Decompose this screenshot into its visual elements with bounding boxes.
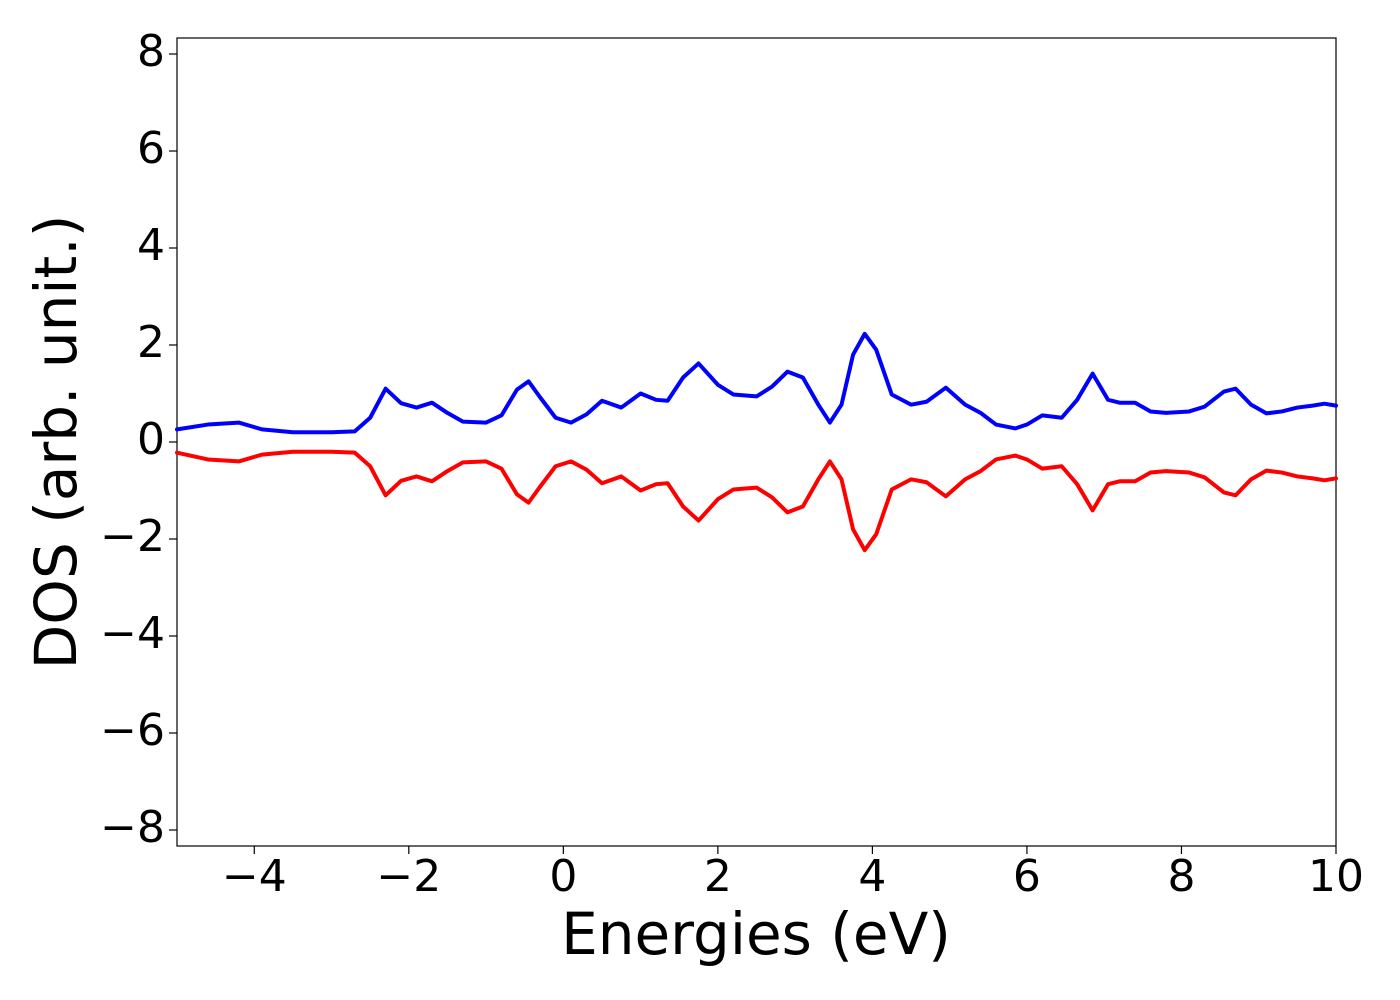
plot-frame [176, 37, 1337, 847]
y-tick-label: 6 [137, 123, 165, 174]
y-tick-label: −8 [100, 802, 165, 853]
y-tick-label: −6 [100, 705, 165, 756]
x-tick-label: 10 [1308, 851, 1364, 902]
x-tick-label: 4 [858, 851, 886, 902]
x-tick-label: −2 [376, 851, 441, 902]
x-tick-label: 2 [704, 851, 732, 902]
x-tick-label: 8 [1167, 851, 1195, 902]
y-tick-label: 2 [137, 317, 165, 368]
x-tick-label: −4 [222, 851, 287, 902]
y-tick-label: −4 [100, 608, 165, 659]
y-tick-label: 0 [137, 414, 165, 465]
series-line [175, 449, 1338, 553]
series-line [175, 331, 1338, 435]
x-tick-label: 0 [549, 851, 577, 902]
x-tick-label: 6 [1013, 851, 1041, 902]
y-tick-label: 4 [137, 220, 165, 271]
x-axis-label: Energies (eV) [561, 900, 951, 968]
y-tick-label: −2 [100, 511, 165, 562]
y-axis-label: DOS (arb. unit.) [22, 215, 90, 670]
y-tick-label: 8 [137, 26, 165, 77]
